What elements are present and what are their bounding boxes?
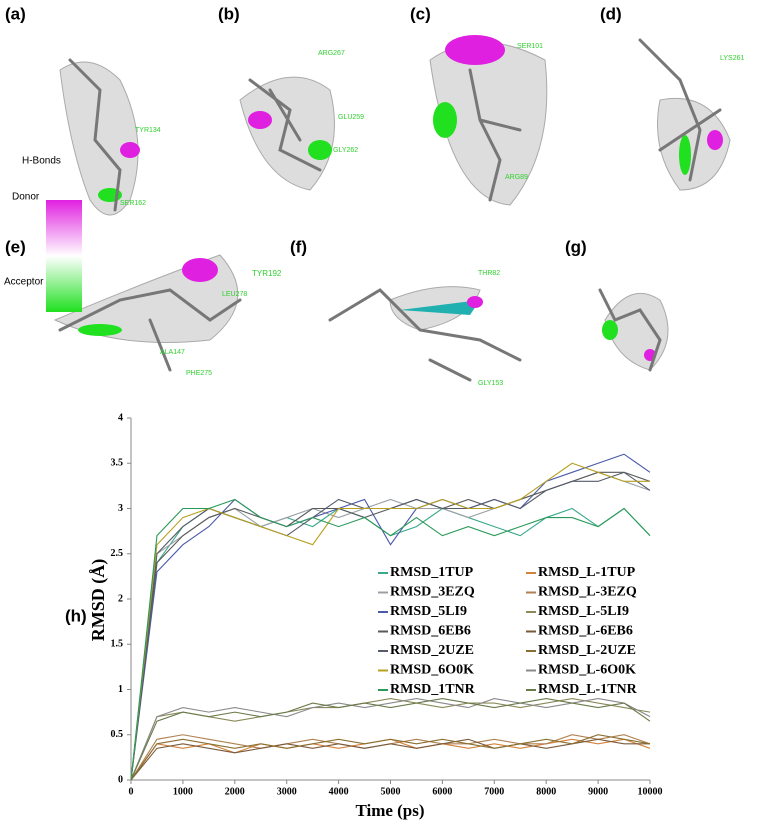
residue-label: GLU259	[338, 114, 364, 121]
legend-label: RMSD_L-5LI9	[538, 604, 629, 619]
x-tick-label: 1000	[173, 786, 193, 797]
residue-label: TYR192	[252, 269, 282, 278]
series-line	[130, 697, 651, 781]
series-line	[130, 734, 651, 781]
legend-label: RMSD_L-1TUP	[538, 565, 636, 580]
legend-label: RMSD_L-2UZE	[538, 643, 636, 658]
x-tick-label: 10000	[638, 786, 663, 797]
series-line	[130, 697, 651, 781]
hbond-title: H-Bonds	[22, 156, 61, 167]
x-tick-label: 6000	[432, 786, 452, 797]
residue-label: SER101	[517, 43, 543, 50]
residue-label: GLY153	[478, 380, 503, 387]
residue-label: GLY262	[333, 147, 358, 154]
y-tick-label: 3.5	[111, 458, 124, 469]
panel-label: (g)	[565, 237, 587, 256]
series-line	[130, 738, 650, 781]
y-tick-label: 3	[118, 503, 123, 514]
hbond-gradient	[46, 200, 82, 312]
legend-label: RMSD_L-6EB6	[538, 624, 633, 639]
panel-label: (a)	[5, 4, 26, 23]
y-tick-label: 0	[118, 774, 123, 785]
y-tick-label: 4	[118, 412, 123, 423]
series-line	[130, 738, 651, 781]
legend-label: RMSD_6O0K	[390, 663, 474, 678]
x-tick-label: 4000	[329, 786, 349, 797]
hbond-acceptor: Acceptor	[4, 277, 44, 288]
x-tick-label: 5000	[381, 786, 401, 797]
panel-label: (d)	[600, 4, 622, 23]
y-tick-label: 2	[118, 593, 123, 604]
residue-label: THR82	[478, 270, 500, 277]
hbond-donor: Donor	[12, 192, 40, 203]
residue-label: ALA147	[160, 349, 185, 356]
y-tick-label: 1.5	[111, 639, 124, 650]
legend-label: RMSD_5LI9	[390, 604, 467, 619]
residue-label: ARG267	[318, 50, 345, 57]
legend-label: RMSD_6EB6	[390, 624, 471, 639]
series-line	[130, 462, 650, 781]
panel-label: (e)	[5, 237, 26, 256]
x-tick-label: 7000	[484, 786, 504, 797]
legend-label: RMSD_1TNR	[390, 682, 476, 697]
panel-label: (b)	[218, 4, 240, 23]
x-tick-label: 3000	[277, 786, 297, 797]
series-line	[130, 697, 651, 781]
series-line	[130, 734, 651, 781]
residue-label: TYR134	[135, 127, 161, 134]
x-tick-label: 8000	[536, 786, 556, 797]
y-axis-label: RMSD (Å)	[88, 559, 109, 642]
legend-label: RMSD_2UZE	[390, 643, 474, 658]
residue-label: LYS261	[720, 55, 744, 62]
panel-label: (f)	[290, 237, 307, 256]
x-tick-label: 2000	[225, 786, 245, 797]
legend-label: RMSD_3EZQ	[390, 585, 475, 600]
series-line	[130, 453, 651, 781]
residue-label: SER162	[120, 200, 146, 207]
legend-label: RMSD_L-1TNR	[538, 682, 638, 697]
panel-label: (h)	[65, 606, 87, 625]
x-tick-label: 9000	[588, 786, 608, 797]
residue-label: LEU278	[222, 291, 247, 298]
plot-area: 0 1000 2000 3000 4000 5000 6000 7000 8000 9000 100…	[111, 412, 663, 797]
legend-label: RMSD_1TUP	[390, 565, 474, 580]
series-line	[130, 498, 651, 781]
legend-label: RMSD_L-3EZQ	[538, 585, 637, 600]
y-tick-label: 1	[118, 684, 123, 695]
y-tick-label: 0.5	[111, 729, 124, 740]
residue-label: PHE275	[186, 370, 212, 377]
x-axis-label: Time (ps)	[355, 801, 424, 820]
molecule-renderings	[53, 35, 731, 382]
legend-label: RMSD_L-6O0K	[538, 663, 636, 678]
y-tick-label: 2.5	[111, 548, 124, 559]
residue-label: ARG89	[505, 174, 528, 181]
panel-label: (c)	[410, 4, 431, 23]
x-tick-label: 0	[129, 786, 134, 797]
